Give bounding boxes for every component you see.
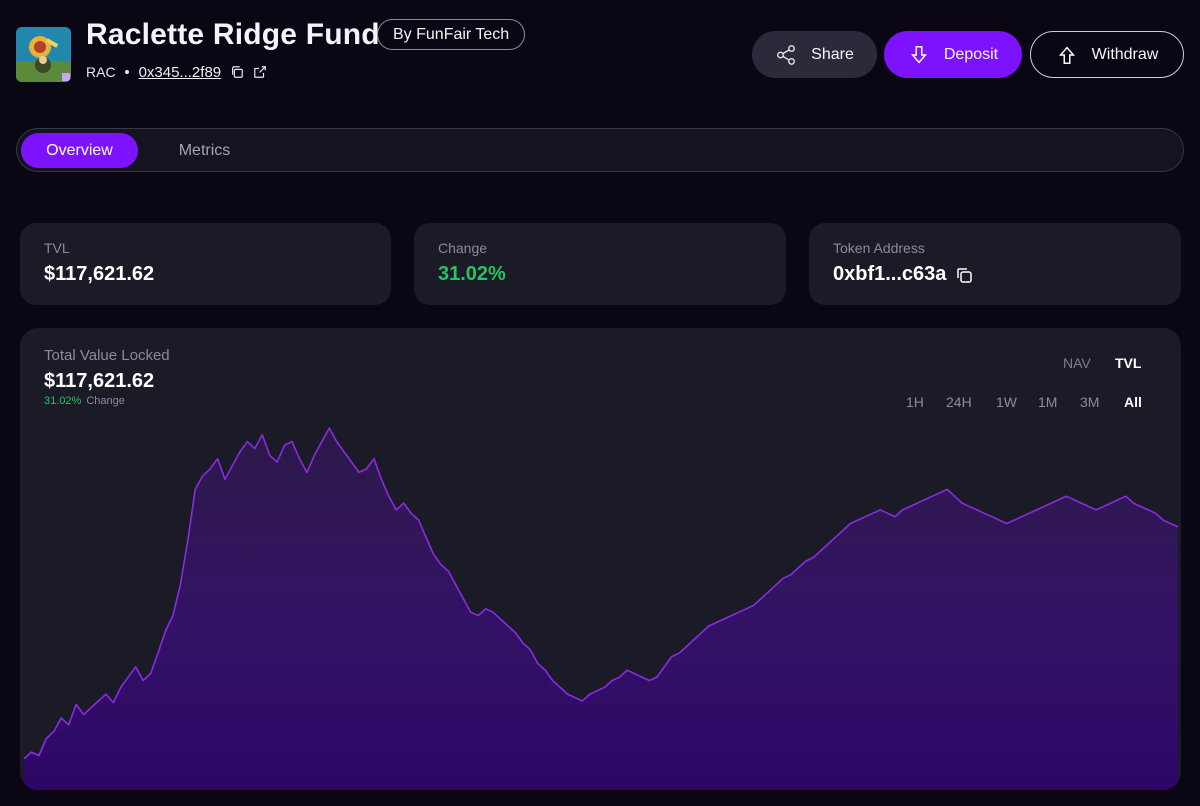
separator-dot: [124, 70, 129, 74]
chart-change-pct: 31.02%: [44, 395, 82, 407]
deposit-label: Deposit: [943, 45, 999, 63]
range-3m-button[interactable]: 3M: [1080, 394, 1100, 410]
tvl-chart-card: Total Value Locked $117,621.62 31.02% Cha…: [20, 328, 1181, 790]
share-icon: [777, 44, 796, 65]
range-24h-button[interactable]: 24H: [946, 394, 972, 410]
range-1w-button[interactable]: 1W: [996, 394, 1017, 410]
fund-logo: [16, 27, 71, 82]
fund-address-link[interactable]: 0x345...2f89: [138, 63, 222, 81]
tvl-area-chart: [23, 427, 1179, 790]
chart-change-label: Change: [86, 395, 125, 407]
mode-nav-toggle[interactable]: NAV: [1063, 355, 1091, 371]
creator-badge[interactable]: By FunFair Tech: [377, 19, 526, 50]
share-button[interactable]: Share: [752, 31, 877, 78]
withdraw-label: Withdraw: [1091, 45, 1159, 63]
tvl-card: TVL $117,621.62: [20, 223, 391, 305]
token-address-row: 0xbf1...c63a: [833, 263, 1181, 286]
deposit-button[interactable]: Deposit: [884, 31, 1022, 78]
fund-symbol: RAC: [86, 64, 116, 80]
copy-icon[interactable]: [955, 266, 973, 284]
token-address-card: Token Address 0xbf1...c63a: [809, 223, 1181, 305]
range-1m-button[interactable]: 1M: [1038, 394, 1058, 410]
change-value: 31.02%: [438, 263, 506, 285]
fund-meta: RAC 0x345...2f89: [86, 62, 267, 82]
share-label: Share: [811, 45, 854, 63]
token-address-label: Token Address: [833, 240, 925, 256]
tvl-label: TVL: [44, 240, 70, 256]
change-card: Change 31.02%: [414, 223, 786, 305]
fund-logo-art-icon: [16, 27, 71, 82]
chart-change: 31.02% Change: [44, 395, 125, 407]
range-all-button[interactable]: All: [1124, 394, 1142, 410]
mode-tvl-toggle[interactable]: TVL: [1115, 355, 1142, 371]
withdraw-button[interactable]: Withdraw: [1030, 31, 1184, 78]
page-title: Raclette Ridge Fund: [86, 18, 380, 51]
tvl-value: $117,621.62: [44, 263, 155, 285]
chart-value: $117,621.62: [44, 370, 155, 392]
copy-icon[interactable]: [230, 65, 244, 79]
change-label: Change: [438, 240, 488, 256]
arrow-down-icon: [910, 45, 927, 63]
chart-title: Total Value Locked: [44, 347, 170, 364]
range-1h-button[interactable]: 1H: [906, 394, 924, 410]
token-address-value: 0xbf1...c63a: [833, 263, 947, 285]
tvl-series-line: [23, 427, 1179, 760]
tab-bar: Overview Metrics: [16, 128, 1184, 172]
external-link-icon[interactable]: [253, 65, 267, 79]
tab-metrics[interactable]: Metrics: [178, 142, 231, 159]
tvl-area-fill: [24, 428, 1178, 790]
tab-overview[interactable]: Overview: [21, 133, 138, 168]
arrow-up-icon: [1058, 46, 1075, 64]
